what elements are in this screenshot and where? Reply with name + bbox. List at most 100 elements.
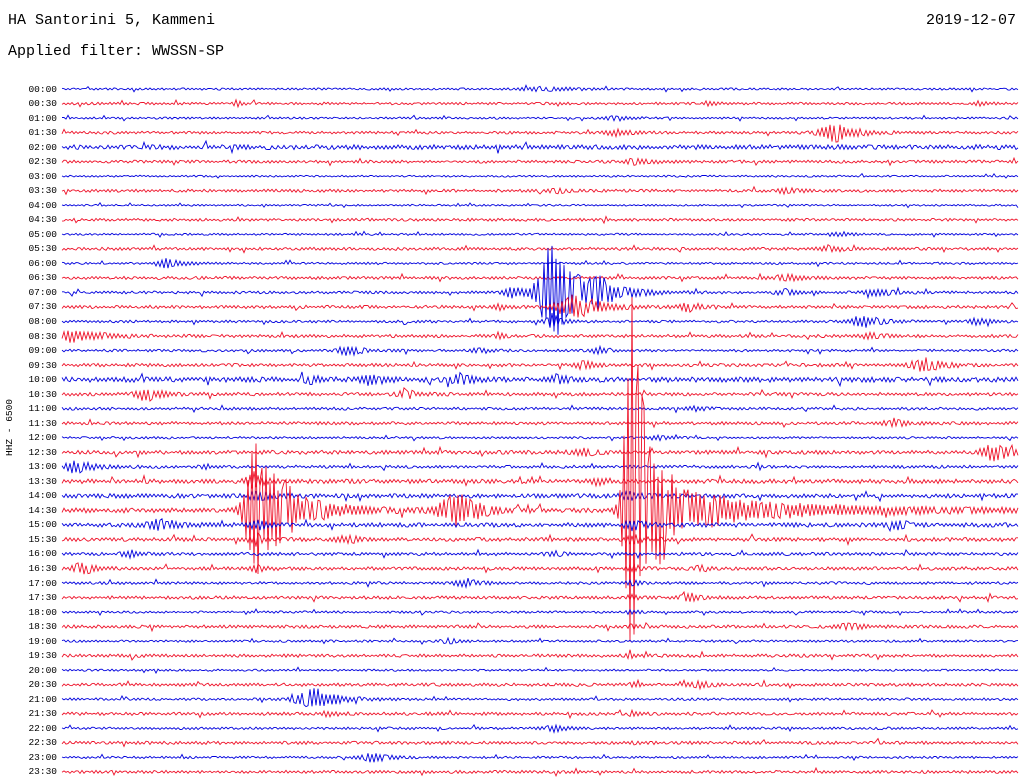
seismogram-trace-0130: [61, 124, 1019, 143]
trace-time-label: 09:00: [28, 345, 57, 357]
seismogram-trace-0430: [61, 215, 1019, 225]
seismogram-trace-1200: [61, 433, 1019, 442]
seismogram-trace-1400: [61, 490, 1019, 503]
seismogram-trace-1300: [61, 460, 1019, 474]
seismogram-trace-0630: [61, 272, 1019, 283]
trace-time-label: 00:00: [28, 83, 57, 95]
seismogram-trace-1130: [61, 417, 1019, 429]
seismogram-trace-1030: [61, 387, 1019, 402]
trace-time-label: 05:00: [28, 228, 57, 240]
seismogram-trace-0200: [61, 139, 1019, 155]
trace-time-label: 01:00: [28, 112, 57, 124]
trace-time-label: 18:00: [28, 606, 57, 618]
trace-time-label: 13:30: [28, 475, 57, 487]
trace-time-label: 20:30: [28, 679, 57, 691]
station-title: HA Santorini 5, Kammeni: [8, 12, 216, 29]
trace-time-label: 03:00: [28, 170, 57, 182]
trace-time-label: 06:00: [28, 257, 57, 269]
trace-time-label: 19:00: [28, 635, 57, 647]
trace-time-label: 17:00: [28, 577, 57, 589]
trace-time-label: 16:00: [28, 548, 57, 560]
seismogram-trace-1830: [61, 621, 1019, 633]
seismogram-trace-0930: [61, 357, 1019, 372]
trace-time-label: 10:30: [28, 388, 57, 400]
seismogram-trace-0100: [62, 114, 1019, 122]
seismogram-trace-1100: [61, 404, 1019, 414]
seismogram-trace-1700: [61, 577, 1019, 589]
seismogram-trace-0800: [61, 312, 1019, 328]
trace-time-label: 23:00: [28, 751, 57, 763]
trace-time-label: 13:00: [28, 461, 57, 473]
trace-time-label: 07:00: [28, 286, 57, 298]
seismogram-trace-2200: [61, 723, 1019, 734]
trace-time-label: 12:00: [28, 432, 57, 444]
trace-time-label: 05:30: [28, 243, 57, 255]
seismogram-trace-0700: [62, 245, 1019, 335]
trace-time-label: 22:00: [28, 722, 57, 734]
seismogram-trace-1730: [61, 590, 1019, 604]
trace-time-label: 21:30: [28, 708, 57, 720]
trace-time-label: 02:00: [28, 141, 57, 153]
seismogram-trace-0730: [61, 294, 1019, 318]
trace-time-label: 23:30: [28, 766, 57, 778]
trace-time-label: 10:00: [28, 374, 57, 386]
seismogram-trace-1500: [61, 518, 1019, 533]
trace-time-label: 03:30: [28, 185, 57, 197]
seismogram-trace-1430: [61, 297, 1019, 642]
trace-time-label: 07:30: [28, 301, 57, 313]
seismogram-trace-1900: [61, 636, 1019, 645]
trace-time-label: 08:00: [28, 315, 57, 327]
trace-time-label: 04:00: [28, 199, 57, 211]
trace-time-label: 06:30: [28, 272, 57, 284]
trace-time-label: 08:30: [28, 330, 57, 342]
trace-time-label: 19:30: [28, 650, 57, 662]
seismogram-trace-2030: [61, 678, 1019, 691]
seismogram-trace-0400: [61, 201, 1019, 209]
seismogram-trace-1600: [61, 548, 1019, 560]
trace-time-label: 01:30: [28, 127, 57, 139]
seismogram-trace-1930: [61, 649, 1019, 661]
seismogram-trace-0900: [61, 344, 1019, 357]
trace-time-label: 12:30: [28, 446, 57, 458]
trace-time-label: 22:30: [28, 737, 57, 749]
trace-time-label: 02:30: [28, 156, 57, 168]
trace-time-label: 21:00: [28, 693, 57, 705]
trace-time-label: 14:00: [28, 490, 57, 502]
seismogram-trace-0830: [61, 330, 1019, 343]
seismogram-trace-2230: [61, 737, 1019, 748]
filter-label: Applied filter: WWSSN-SP: [8, 43, 225, 60]
trace-time-label: 14:30: [28, 504, 57, 516]
seismogram-trace-0500: [61, 230, 1019, 238]
seismogram-trace-0530: [61, 243, 1019, 254]
trace-time-label: 17:30: [28, 592, 57, 604]
seismogram-trace-2130: [61, 708, 1019, 720]
date-label: 2019-12-07: [925, 12, 1016, 29]
seismogram-trace-0300: [61, 172, 1019, 179]
trace-time-label: 15:00: [28, 519, 57, 531]
seismogram-trace-2000: [61, 666, 1019, 674]
trace-time-label: 11:30: [28, 417, 57, 429]
trace-time-label: 04:30: [28, 214, 57, 226]
trace-time-label: 18:30: [28, 621, 57, 633]
seismogram-trace-2300: [61, 753, 1019, 763]
seismogram-trace-0230: [61, 156, 1019, 167]
seismogram-trace-2100: [61, 688, 1019, 708]
trace-time-label: 15:30: [28, 533, 57, 545]
trace-time-label: 00:30: [28, 98, 57, 110]
seismogram-trace-0000: [61, 84, 1019, 93]
trace-time-label: 11:00: [28, 403, 57, 415]
channel-label: HHZ - 6500: [4, 398, 15, 456]
seismogram-trace-1530: [61, 532, 1018, 547]
seismogram-trace-0330: [61, 185, 1019, 196]
seismogram-trace-1330: [61, 471, 1019, 489]
trace-time-label: 09:30: [28, 359, 57, 371]
seismogram-trace-0600: [61, 258, 1019, 269]
seismogram-trace-2330: [61, 766, 1019, 778]
seismogram-trace-0030: [61, 98, 1019, 109]
trace-time-label: 20:00: [28, 664, 57, 676]
trace-time-label: 16:30: [28, 562, 57, 574]
seismogram-trace-1230: [61, 443, 1019, 462]
seismogram-trace-1000: [61, 371, 1019, 388]
seismogram-trace-1800: [61, 608, 1019, 617]
